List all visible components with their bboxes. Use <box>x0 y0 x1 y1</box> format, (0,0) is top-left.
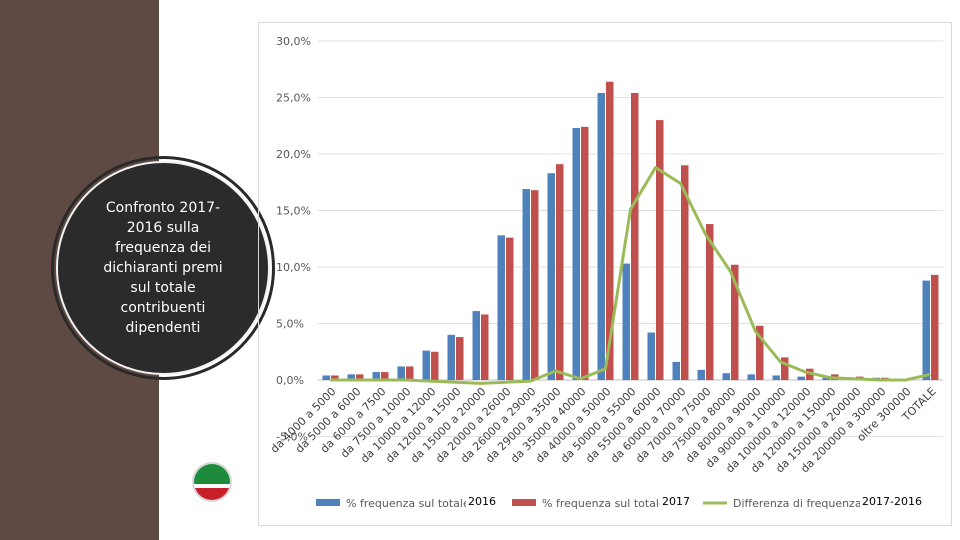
bar-2017 <box>381 372 389 380</box>
bar-2017 <box>531 190 539 380</box>
bar-2016 <box>597 92 605 380</box>
y-tick-label: 0,0% <box>276 374 304 387</box>
bar-2017 <box>331 375 339 380</box>
bar-2016 <box>722 373 730 380</box>
y-tick-label: 15,0% <box>276 205 311 218</box>
legend-label: % frequenza sul totale <box>346 497 470 510</box>
bar-2017 <box>756 325 764 380</box>
legend-overlay-2017: 2017 <box>660 495 692 509</box>
legend-swatch <box>512 499 536 506</box>
bar-2017 <box>731 264 739 380</box>
legend-overlay-2016: 2016 <box>466 495 498 509</box>
bar-2016 <box>497 235 505 380</box>
difference-line <box>330 166 931 385</box>
bar-2016 <box>522 189 530 380</box>
bar-2017 <box>781 357 789 380</box>
bar-2016 <box>747 374 755 380</box>
bar-2017 <box>556 164 564 380</box>
bar-2016 <box>422 350 430 380</box>
bar-2016 <box>397 366 405 380</box>
bar-2016 <box>547 173 555 380</box>
title-circle-ring <box>51 156 275 380</box>
bar-2016 <box>372 372 380 380</box>
legend-label: % frequenza sul totale <box>542 497 666 510</box>
chart-frame <box>258 22 952 526</box>
bar-2016 <box>772 375 780 380</box>
bar-2017 <box>606 81 614 381</box>
bar-2016 <box>572 128 580 380</box>
bar-2017 <box>481 314 489 380</box>
slide-title: Confronto 2017-2016 sulla frequenza dei … <box>103 200 223 336</box>
bar-2017 <box>406 366 414 380</box>
y-tick-label: 30,0% <box>276 35 311 48</box>
legend-overlay-difference: 2017-2016 <box>860 495 924 509</box>
party-logo <box>192 462 232 502</box>
bar-2017 <box>456 337 464 380</box>
bar-2016 <box>647 332 655 380</box>
bar-2017 <box>931 274 939 380</box>
bar-2016 <box>922 280 930 380</box>
bar-2016 <box>797 376 805 380</box>
bar-2016 <box>347 374 355 380</box>
y-tick-label: 20,0% <box>276 148 311 161</box>
y-tick-label: 5,0% <box>276 318 304 331</box>
bar-2017 <box>656 120 664 380</box>
bar-2016 <box>447 334 455 380</box>
legend-swatch <box>316 499 340 506</box>
bar-2017 <box>681 165 689 380</box>
legend-label: Differenza di frequenza <box>733 497 862 510</box>
bar-2016 <box>622 263 630 380</box>
bar-2016 <box>672 361 680 380</box>
y-tick-label: -5,0% <box>276 431 308 444</box>
bar-2016 <box>472 311 480 380</box>
bar-2017 <box>706 224 714 380</box>
bar-2017 <box>431 351 439 380</box>
bar-2017 <box>631 92 639 380</box>
y-tick-label: 10,0% <box>276 261 311 274</box>
title-circle: Confronto 2017-2016 sulla frequenza dei … <box>56 161 270 375</box>
bar-2017 <box>506 237 514 380</box>
y-tick-label: 25,0% <box>276 92 311 105</box>
bar-2017 <box>356 374 364 380</box>
bar-2016 <box>322 375 330 380</box>
bar-2017 <box>581 126 589 380</box>
bar-2016 <box>697 369 705 380</box>
